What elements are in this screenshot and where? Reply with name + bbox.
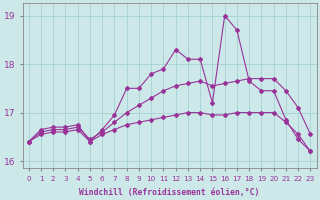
- X-axis label: Windchill (Refroidissement éolien,°C): Windchill (Refroidissement éolien,°C): [79, 188, 260, 197]
